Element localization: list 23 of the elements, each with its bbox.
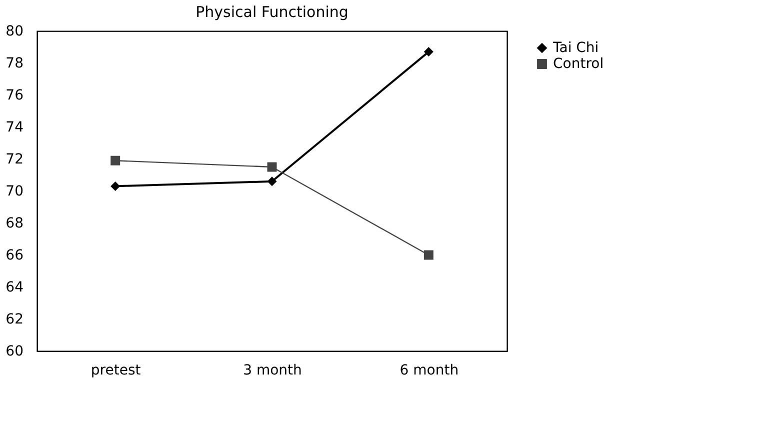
y-tick-label: 72 <box>6 152 24 168</box>
point <box>110 181 120 191</box>
point <box>267 176 277 186</box>
legend-label: Control <box>553 56 604 72</box>
y-tick-label: 74 <box>6 120 24 136</box>
y-tick-label: 78 <box>6 56 24 72</box>
y-tick-label: 64 <box>6 280 24 296</box>
x-tick-label: 3 month <box>243 362 302 378</box>
point <box>267 162 277 172</box>
point <box>110 156 120 166</box>
y-tick-label: 70 <box>6 184 24 200</box>
chart-title: Physical Functioning <box>196 3 348 21</box>
y-tick-label: 80 <box>6 24 24 40</box>
y-tick-label: 76 <box>6 88 24 104</box>
y-tick-label: 62 <box>6 312 24 328</box>
x-tick-label: 6 month <box>400 362 459 378</box>
y-tick-label: 66 <box>6 248 24 264</box>
y-tick-label: 60 <box>6 344 24 360</box>
point <box>424 47 434 57</box>
legend-label: Tai Chi <box>552 40 599 56</box>
y-tick-label: 68 <box>6 216 24 232</box>
x-tick-label: pretest <box>90 362 142 378</box>
point <box>424 250 434 260</box>
